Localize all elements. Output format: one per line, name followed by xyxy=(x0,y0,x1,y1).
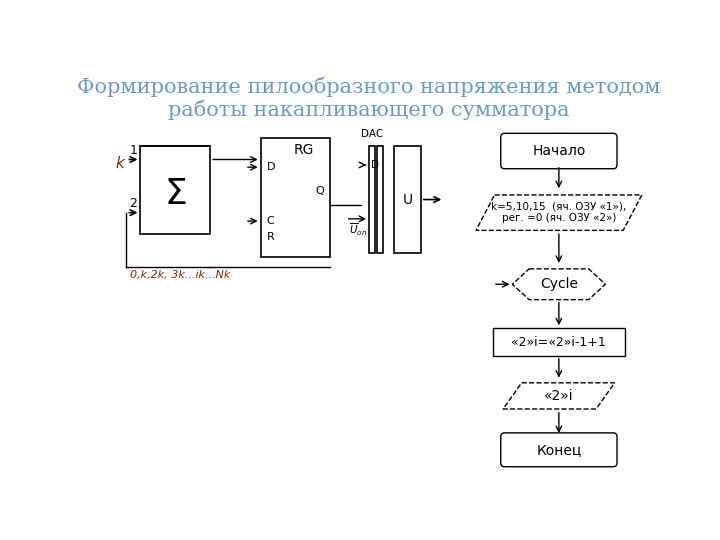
Bar xyxy=(394,146,421,253)
FancyBboxPatch shape xyxy=(500,133,617,168)
Text: $\Sigma$: $\Sigma$ xyxy=(164,177,186,211)
Text: 0,k,2k, 3k...ik...Nk: 0,k,2k, 3k...ik...Nk xyxy=(130,271,230,280)
Polygon shape xyxy=(476,195,642,231)
Bar xyxy=(369,146,375,253)
Text: k: k xyxy=(115,156,124,171)
Text: 1: 1 xyxy=(130,144,138,157)
Polygon shape xyxy=(503,383,615,409)
Text: Формирование пилообразного напряжения методом: Формирование пилообразного напряжения ме… xyxy=(77,76,661,97)
Text: Конец: Конец xyxy=(536,443,582,457)
FancyBboxPatch shape xyxy=(500,433,617,467)
Text: DAC: DAC xyxy=(361,130,383,139)
Text: Начало: Начало xyxy=(532,144,585,158)
Text: R: R xyxy=(266,232,274,242)
Text: «2»i=«2»i-1+1: «2»i=«2»i-1+1 xyxy=(511,335,606,348)
Bar xyxy=(261,138,330,257)
Bar xyxy=(493,328,625,356)
Bar xyxy=(377,146,383,253)
Polygon shape xyxy=(513,269,606,300)
Text: $\overline{U}_{on}$: $\overline{U}_{on}$ xyxy=(349,222,367,238)
Text: Q: Q xyxy=(315,186,324,196)
Text: C: C xyxy=(266,216,274,226)
Text: работы накапливающего сумматора: работы накапливающего сумматора xyxy=(168,99,570,120)
Bar xyxy=(140,146,210,234)
Text: RG: RG xyxy=(294,143,314,157)
Text: k=5,10,15  (яч. ОЗУ «1»),
рег. =0 (яч. ОЗУ «2»): k=5,10,15 (яч. ОЗУ «1»), рег. =0 (яч. ОЗ… xyxy=(491,202,626,224)
Text: U: U xyxy=(402,193,413,206)
Text: Cycle: Cycle xyxy=(540,277,578,291)
Text: D: D xyxy=(371,160,379,170)
Text: 2: 2 xyxy=(130,197,138,210)
Text: D: D xyxy=(266,162,275,172)
Text: «2»i: «2»i xyxy=(544,389,574,403)
